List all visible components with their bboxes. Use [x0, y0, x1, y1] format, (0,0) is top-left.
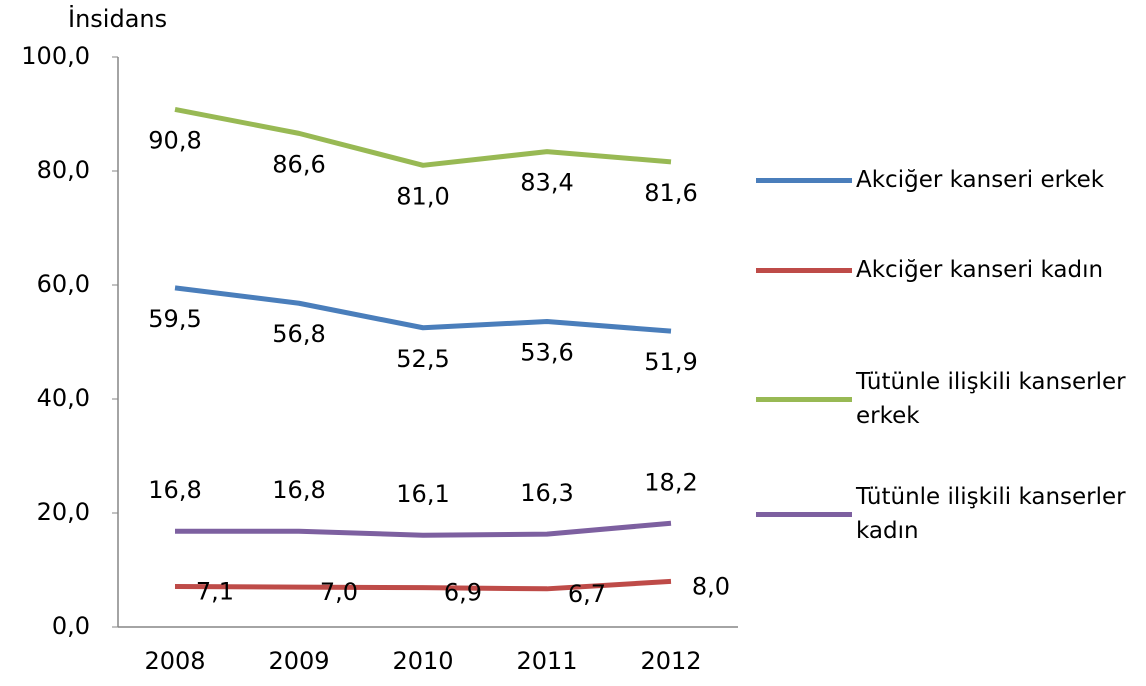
- y-tick-label: 20,0: [37, 498, 90, 526]
- legend-item: Akciğer kanseri kadın: [756, 253, 1136, 287]
- data-label: 6,7: [568, 580, 606, 608]
- legend-swatch: [756, 177, 852, 183]
- data-label: 18,2: [644, 468, 697, 496]
- x-tick-label: 2009: [268, 647, 329, 675]
- legend-label: Tütünle ilişkili kanserler erkek: [856, 369, 1126, 429]
- line-series: [175, 520, 672, 538]
- data-label: 51,9: [644, 348, 697, 376]
- data-label: 7,0: [320, 578, 358, 606]
- y-tick-label: 0,0: [52, 612, 90, 640]
- data-label: 81,0: [396, 182, 449, 210]
- line-series: [174, 106, 672, 168]
- data-label: 56,8: [272, 320, 325, 348]
- data-label: 16,3: [520, 479, 573, 507]
- data-label: 52,5: [396, 345, 449, 373]
- y-tick-label: 60,0: [37, 270, 90, 298]
- data-label: 90,8: [148, 126, 201, 154]
- legend-label: Akciğer kanseri kadın: [856, 257, 1104, 283]
- legend-swatch: [756, 511, 852, 517]
- data-label: 8,0: [692, 572, 730, 600]
- legend-item: Tütünle ilişkili kanserler erkek: [756, 365, 1136, 433]
- data-label: 59,5: [148, 305, 201, 333]
- legend-item: Akciğer kanseri erkek: [756, 163, 1136, 197]
- data-label: 53,6: [520, 338, 573, 366]
- legend-label: Akciğer kanseri erkek: [856, 167, 1105, 193]
- x-tick-label: 2010: [392, 647, 453, 675]
- y-axis-label: İnsidans: [68, 4, 167, 33]
- legend-swatch: [756, 396, 852, 402]
- x-tick-label: 2008: [144, 647, 205, 675]
- data-label: 86,6: [272, 150, 325, 178]
- line-series: [174, 285, 672, 334]
- data-label: 83,4: [520, 169, 573, 197]
- data-label: 7,1: [196, 578, 234, 606]
- x-tick-label: 2012: [640, 647, 701, 675]
- data-label: 81,6: [644, 179, 697, 207]
- line-series: [174, 578, 672, 592]
- data-label: 16,8: [272, 476, 325, 504]
- legend-label: Tütünle ilişkili kanserler kadın: [856, 484, 1126, 544]
- data-label: 16,8: [148, 476, 201, 504]
- x-tick-label: 2011: [516, 647, 577, 675]
- y-tick-label: 100,0: [21, 42, 90, 70]
- y-tick-label: 40,0: [37, 384, 90, 412]
- legend-swatch: [756, 267, 852, 273]
- data-label: 16,1: [396, 480, 449, 508]
- data-label: 6,9: [444, 579, 482, 607]
- legend-item: Tütünle ilişkili kanserler kadın: [756, 480, 1136, 548]
- y-tick-label: 80,0: [37, 156, 90, 184]
